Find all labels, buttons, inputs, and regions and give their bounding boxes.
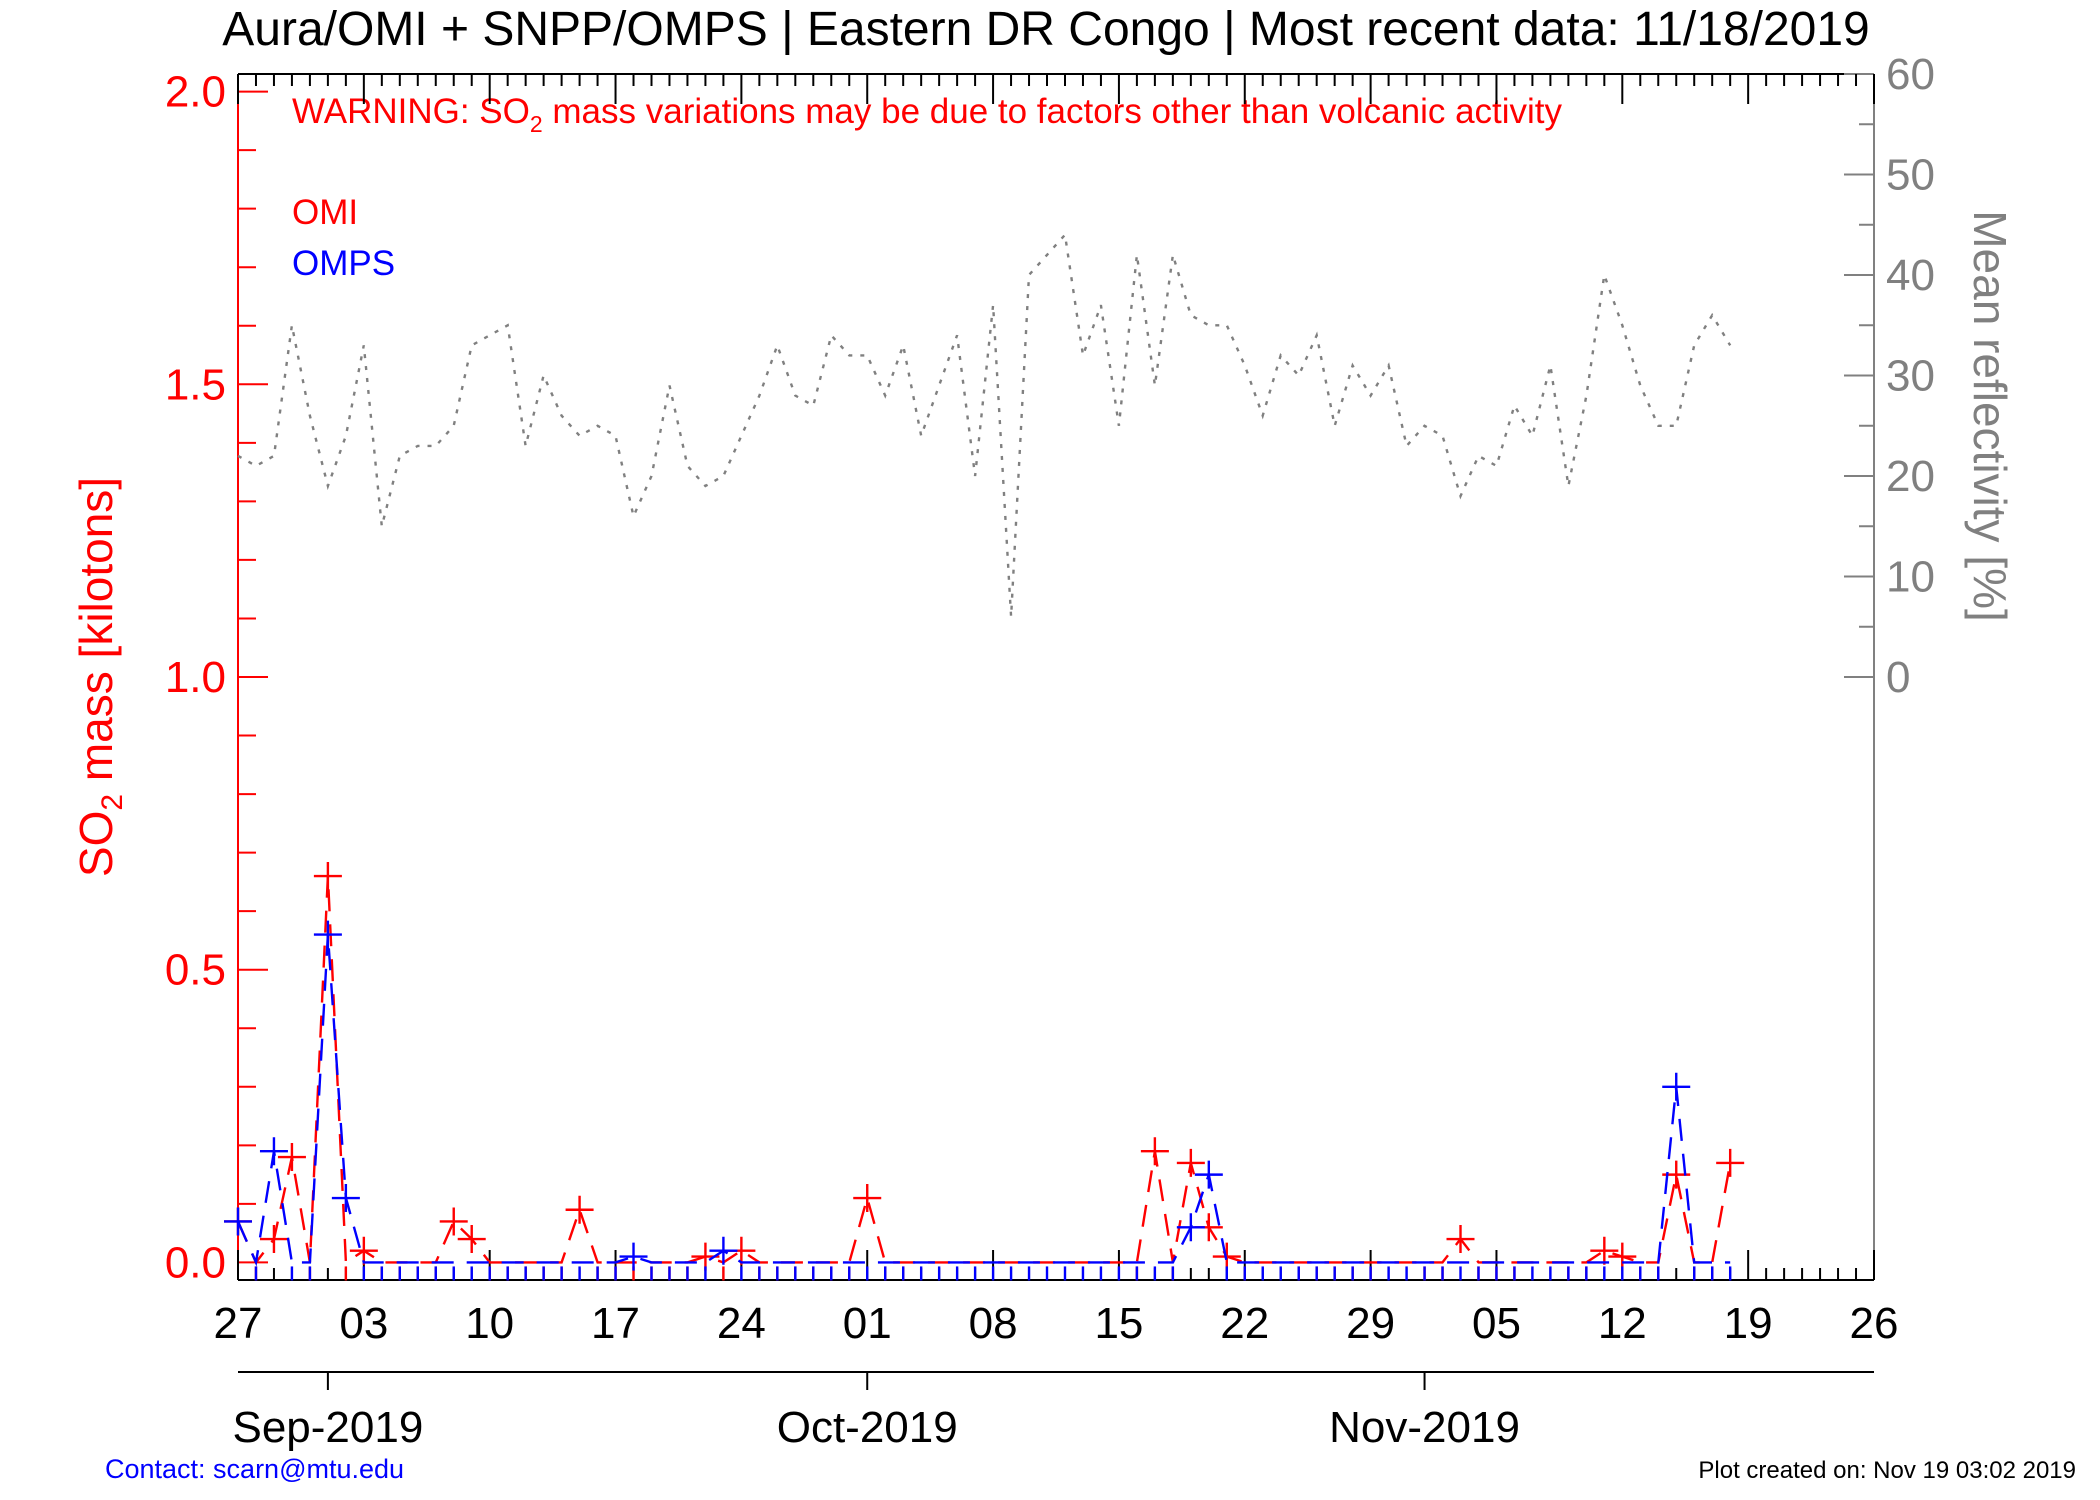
omps-data-point (259, 1137, 288, 1166)
omps-series-line (236, 934, 1731, 1267)
x-tick-label: 24 (717, 1299, 766, 1348)
left-tick-label: 1.5 (165, 360, 226, 409)
omi-data-point (1716, 1148, 1745, 1177)
x-tick-label: 03 (339, 1299, 388, 1348)
right-axis-label: Mean reflectivity [%] (1964, 210, 2016, 622)
left-tick-label: 2.0 (165, 68, 226, 117)
omps-data-point (331, 1184, 360, 1213)
left-axis-label-subscript: 2 (96, 794, 129, 811)
right-tick-label: 60 (1886, 50, 1935, 99)
omi-data-point (1140, 1137, 1169, 1166)
omps-data-point (313, 920, 342, 949)
x-tick-label: 26 (1850, 1299, 1899, 1348)
warning-prefix: WARNING: SO (292, 92, 530, 131)
x-tick-label: 17 (591, 1299, 640, 1348)
x-tick-label: 29 (1346, 1299, 1395, 1348)
contact-text: Contact: scarn@mtu.edu (105, 1454, 404, 1484)
chart-title: Aura/OMI + SNPP/OMPS | Eastern DR Congo … (222, 3, 1870, 56)
x-tick-label: 10 (465, 1299, 514, 1348)
omi-data-point (277, 1143, 306, 1172)
x-tick-label: 12 (1598, 1299, 1647, 1348)
left-tick-label: 0.0 (165, 1238, 226, 1287)
omps-data-point (224, 1207, 252, 1236)
left-axis-label-prefix: SO (70, 811, 122, 877)
month-label: Oct-2019 (777, 1403, 958, 1452)
x-tick-label: 01 (843, 1299, 892, 1348)
omi-data-point (349, 1236, 378, 1265)
omps-data-point (709, 1236, 738, 1265)
month-label: Nov-2019 (1329, 1403, 1520, 1452)
right-tick-label: 40 (1886, 251, 1935, 300)
omi-data-point (853, 1184, 882, 1213)
x-tick-label: 19 (1724, 1299, 1773, 1348)
left-axis-label: SO2 mass [kilotons] (70, 477, 129, 877)
left-tick-label: 1.0 (165, 653, 226, 702)
warning-subscript: 2 (530, 111, 543, 137)
plot-frame (237, 73, 1875, 1281)
omi-data-point (565, 1195, 594, 1224)
left-tick-label: 0.5 (165, 946, 226, 995)
x-tick-label: 22 (1220, 1299, 1269, 1348)
omps-data-point (1176, 1213, 1205, 1242)
x-tick-label: 27 (214, 1299, 263, 1348)
omi-data-point (1446, 1225, 1475, 1254)
omps-data-point (1662, 1072, 1691, 1101)
omi-series-line (236, 875, 1732, 1265)
created-text: Plot created on: Nov 19 03:02 2019 (1698, 1457, 2076, 1484)
warning-text: WARNING: SO2 mass variations may be due … (292, 92, 1563, 137)
omi-data-point (1608, 1242, 1637, 1271)
month-label: Sep-2019 (232, 1403, 423, 1452)
omps-data-point (1194, 1160, 1223, 1189)
x-tick-label: 05 (1472, 1299, 1521, 1348)
right-tick-label: 20 (1886, 452, 1935, 501)
x-tick-label: 08 (969, 1299, 1018, 1348)
right-tick-label: 10 (1886, 553, 1935, 602)
right-tick-label: 30 (1886, 352, 1935, 401)
right-tick-label: 0 (1886, 653, 1910, 702)
warning-suffix: mass variations may be due to factors ot… (543, 92, 1563, 131)
omi-data-point (259, 1225, 288, 1254)
omps-data-point (619, 1242, 648, 1271)
omi-data-point (1590, 1236, 1619, 1265)
omi-data-point (457, 1225, 486, 1254)
x-tick-label: 15 (1094, 1299, 1143, 1348)
right-tick-label: 50 (1886, 151, 1935, 200)
legend-omps: OMPS (292, 244, 395, 283)
omi-data-point (1176, 1148, 1205, 1177)
reflectivity-series-line (237, 232, 1732, 617)
omi-data-point (313, 862, 342, 891)
omi-data-point (439, 1207, 468, 1236)
legend-omi: OMI (292, 193, 358, 232)
left-axis-label-suffix: mass [kilotons] (70, 477, 122, 794)
